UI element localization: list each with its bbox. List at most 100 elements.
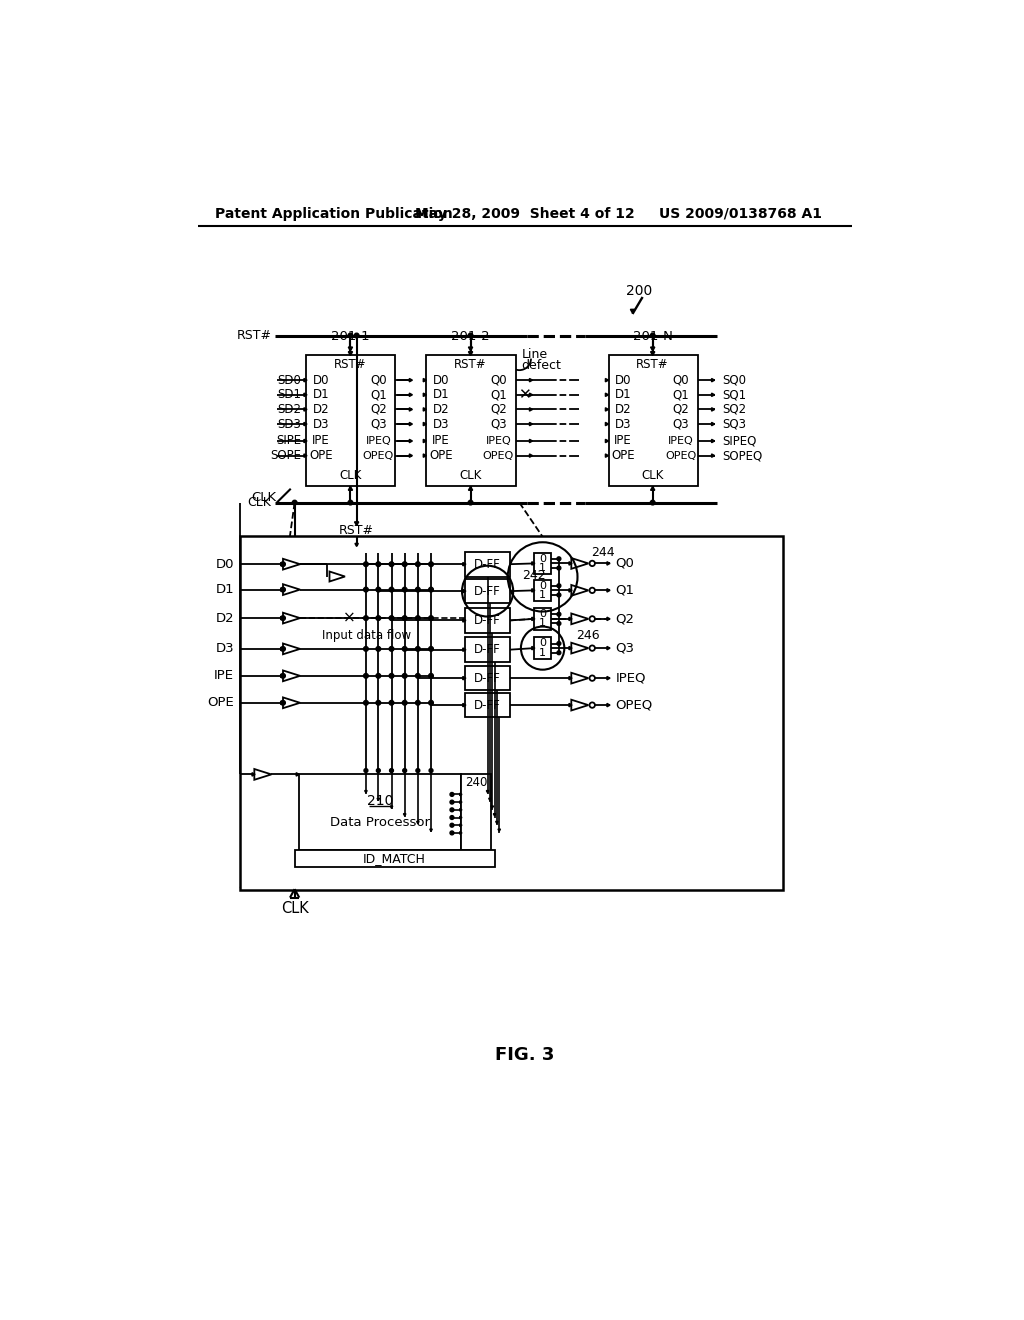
Text: D1: D1 (615, 388, 632, 401)
Circle shape (389, 616, 394, 620)
Bar (535, 553, 551, 574)
Text: Input data flow: Input data flow (322, 628, 411, 642)
Circle shape (364, 673, 369, 678)
Polygon shape (410, 454, 413, 457)
Polygon shape (650, 347, 654, 351)
Polygon shape (281, 587, 284, 591)
Polygon shape (460, 816, 462, 818)
Circle shape (281, 647, 286, 651)
Circle shape (429, 673, 433, 678)
Polygon shape (390, 807, 393, 808)
Text: RST#: RST# (237, 329, 271, 342)
Circle shape (348, 333, 352, 338)
Circle shape (416, 701, 420, 705)
Text: RST#: RST# (455, 358, 486, 371)
Polygon shape (607, 647, 610, 649)
Circle shape (429, 647, 433, 651)
Text: CLK: CLK (460, 469, 481, 482)
Polygon shape (296, 772, 299, 776)
Polygon shape (531, 589, 535, 593)
Circle shape (416, 616, 420, 620)
Polygon shape (607, 562, 610, 565)
Text: D-FF: D-FF (474, 698, 501, 711)
Circle shape (557, 557, 561, 561)
Circle shape (557, 622, 561, 626)
Bar (465, 665, 510, 690)
Bar (535, 638, 551, 659)
Polygon shape (488, 799, 492, 800)
Polygon shape (463, 619, 466, 622)
Text: 246: 246 (575, 630, 600, 643)
Text: US 2009/0138768 A1: US 2009/0138768 A1 (658, 207, 822, 220)
Polygon shape (569, 704, 572, 706)
Bar (465, 552, 510, 577)
Polygon shape (569, 589, 572, 593)
Circle shape (450, 800, 454, 804)
Circle shape (557, 642, 561, 645)
Circle shape (389, 562, 394, 566)
Polygon shape (304, 393, 307, 396)
Text: D-FF: D-FF (474, 585, 501, 598)
Text: D1: D1 (215, 583, 234, 597)
Text: Q0: Q0 (370, 374, 387, 387)
Bar (306, 355, 395, 486)
Text: Q0: Q0 (490, 374, 507, 387)
Text: OPE: OPE (208, 696, 234, 709)
Text: SOPE: SOPE (270, 449, 302, 462)
Circle shape (364, 587, 369, 591)
Circle shape (402, 673, 407, 678)
Text: 201-N: 201-N (633, 330, 673, 343)
Text: IPE: IPE (312, 434, 330, 447)
Bar (295, 850, 495, 867)
Polygon shape (348, 487, 352, 490)
Bar (535, 609, 551, 630)
Text: 0: 0 (539, 554, 546, 564)
Circle shape (376, 562, 381, 566)
Text: CLK: CLK (248, 496, 271, 510)
Circle shape (450, 816, 454, 820)
Circle shape (450, 832, 454, 834)
Polygon shape (355, 544, 358, 546)
Text: D0: D0 (216, 557, 234, 570)
Text: IPEQ: IPEQ (668, 436, 693, 446)
Text: D0: D0 (312, 374, 330, 387)
Polygon shape (712, 422, 715, 426)
Text: Patent Application Publication: Patent Application Publication (215, 207, 453, 220)
Circle shape (650, 333, 655, 338)
Text: IPEQ: IPEQ (485, 436, 511, 446)
Circle shape (402, 616, 407, 620)
Text: 240: 240 (465, 776, 487, 789)
Text: Q1: Q1 (672, 388, 689, 401)
Circle shape (389, 673, 394, 678)
Circle shape (402, 647, 407, 651)
Text: CLK: CLK (641, 469, 664, 482)
Polygon shape (348, 347, 352, 351)
Polygon shape (460, 809, 462, 810)
Text: D2: D2 (433, 403, 450, 416)
Polygon shape (531, 647, 535, 649)
Polygon shape (304, 454, 307, 457)
Text: defect: defect (521, 359, 561, 372)
Polygon shape (403, 813, 406, 816)
Text: SD1: SD1 (278, 388, 302, 401)
Text: CLK: CLK (252, 491, 276, 504)
Text: OPEQ: OPEQ (665, 450, 696, 461)
Polygon shape (463, 562, 466, 566)
Circle shape (557, 593, 561, 597)
Polygon shape (605, 454, 608, 457)
Text: 210: 210 (367, 793, 393, 808)
Polygon shape (712, 408, 715, 411)
Polygon shape (605, 393, 608, 396)
Bar (465, 609, 510, 632)
Circle shape (376, 647, 381, 651)
Circle shape (416, 562, 420, 566)
Circle shape (402, 562, 407, 566)
Text: Q3: Q3 (490, 417, 507, 430)
Polygon shape (281, 647, 284, 651)
Circle shape (364, 701, 369, 705)
Polygon shape (529, 454, 532, 457)
Circle shape (281, 562, 286, 566)
Circle shape (354, 333, 359, 338)
Text: Q1: Q1 (490, 388, 507, 401)
Polygon shape (605, 422, 608, 426)
